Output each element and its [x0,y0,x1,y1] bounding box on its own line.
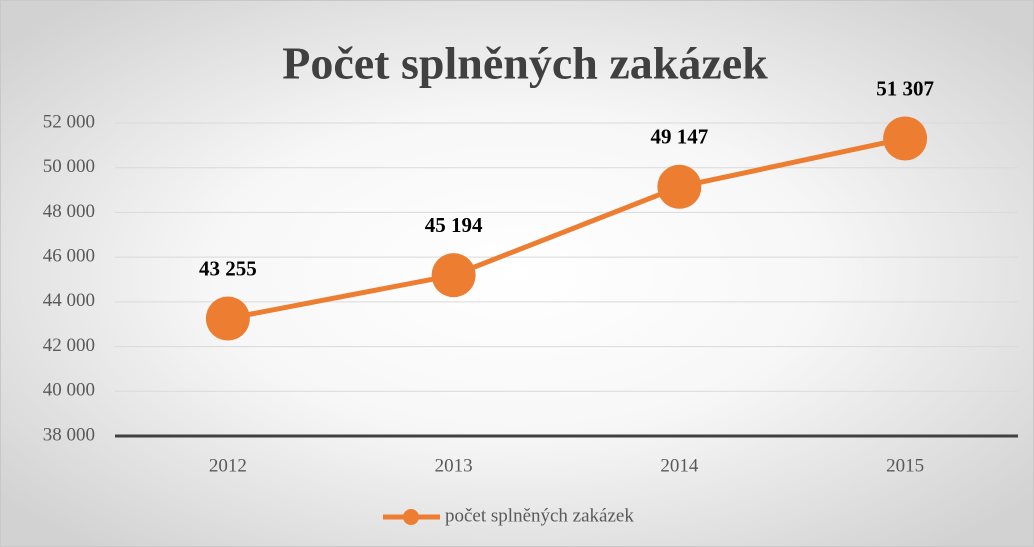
y-tick-label: 44 000 [43,290,95,311]
legend-label: počet splněných zakázek [445,505,634,526]
x-tick-label: 2012 [209,455,247,476]
data-point [883,116,928,161]
y-tick-label: 48 000 [43,201,95,222]
data-label: 45 194 [425,213,483,237]
data-point [431,253,476,298]
legend-marker [403,509,419,525]
data-label: 51 307 [876,76,934,100]
y-tick-label: 42 000 [43,335,95,356]
data-label: 43 255 [199,256,257,280]
data-label: 49 147 [651,125,709,149]
x-tick-label: 2013 [435,455,473,476]
y-tick-label: 38 000 [43,424,95,445]
y-tick-label: 52 000 [43,111,95,132]
y-tick-label: 46 000 [43,246,95,267]
chart-title: Počet splněných zakázek [282,38,768,89]
series-line [227,136,906,321]
y-tick-label: 50 000 [43,156,95,177]
data-point [657,164,702,209]
x-tick-label: 2014 [660,455,699,476]
y-tick-label: 40 000 [43,380,95,401]
x-tick-label: 2015 [886,455,924,476]
data-point [205,296,250,341]
